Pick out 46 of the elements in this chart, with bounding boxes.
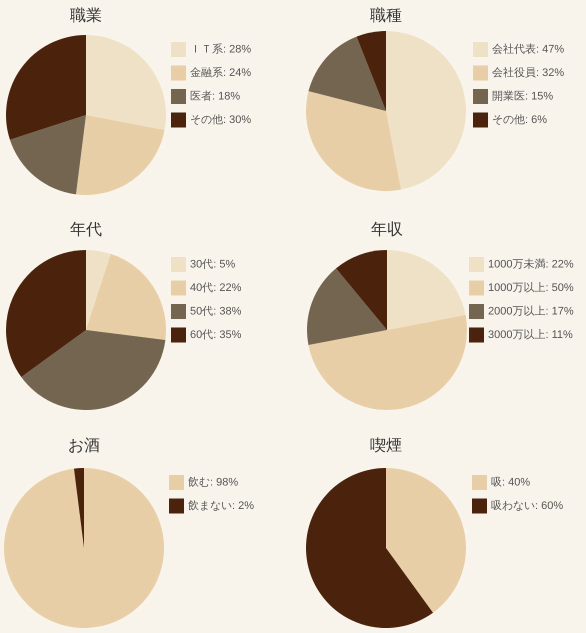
legend-label: その他: 6%: [492, 114, 548, 126]
pie-slice: [74, 468, 84, 548]
chart-title: 年代: [70, 222, 102, 238]
pie-slice: [336, 250, 387, 330]
pie-slice: [86, 35, 166, 130]
legend-label: 2000万以上: 17%: [488, 304, 574, 318]
legend-label: ＩＴ系: 28%: [190, 42, 252, 56]
legend-label: 飲む: 98%: [188, 476, 238, 488]
legend-label: 金融系: 24%: [190, 66, 252, 79]
legend-label: 開業医: 15%: [492, 90, 554, 102]
chart-title: 年収: [371, 220, 403, 238]
pie-slice: [308, 36, 386, 111]
legend-label: 吸: 40%: [491, 476, 530, 488]
chart-title: 職種: [370, 6, 402, 24]
pie-slice: [306, 91, 401, 191]
legend-label: 1000万未満: 22%: [488, 258, 574, 270]
legend-label: 60代: 35%: [190, 329, 242, 341]
chart-title: お酒: [68, 436, 100, 454]
legend-label: 吸わない: 60%: [491, 500, 564, 512]
legend-label: 会社役員: 32%: [492, 66, 564, 79]
pie-slice: [306, 468, 434, 628]
pie-slice: [386, 468, 466, 613]
pie-slice: [307, 268, 387, 345]
legend-label: 3000万以上: 11%: [488, 328, 573, 341]
pie-slice: [4, 468, 164, 628]
pie-slice: [308, 315, 467, 410]
legend-label: 40代: 22%: [190, 282, 242, 294]
pie-slice: [6, 35, 86, 140]
chart-title: 職業: [70, 6, 102, 24]
pie-slice: [6, 250, 86, 378]
legend-label: 30代: 5%: [190, 258, 236, 270]
pie-slice: [86, 254, 166, 340]
pie-slice: [386, 31, 466, 190]
pie-slice: [86, 250, 111, 330]
pie-slice: [356, 31, 386, 111]
legend-label: 医者: 18%: [190, 90, 240, 102]
legend-label: 50代: 38%: [190, 306, 242, 318]
pie-slice: [76, 115, 165, 195]
chart-title: 喫煙: [370, 436, 402, 454]
legend-label: 飲まない: 2%: [188, 500, 254, 512]
legend-label: 会社代表: 47%: [492, 42, 564, 56]
pie-slice: [10, 115, 86, 194]
pie-slice: [387, 250, 466, 330]
pie-slice: [21, 330, 166, 410]
legend-label: 1000万以上: 50%: [488, 281, 574, 294]
legend-label: その他: 30%: [190, 114, 252, 126]
